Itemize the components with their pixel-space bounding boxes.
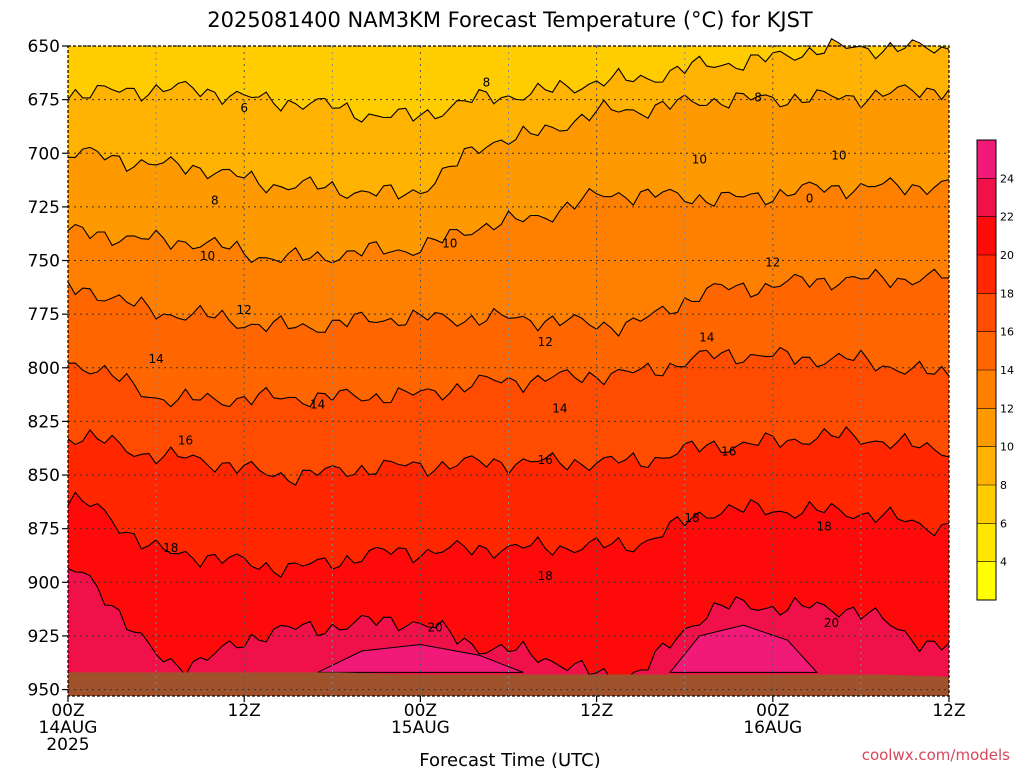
x-tick-label: 2025 [46, 735, 89, 755]
terrain-layer [68, 672, 949, 696]
y-tick-label: 850 [28, 466, 60, 486]
contour-label: 12 [237, 303, 252, 317]
plot-frame [67, 45, 950, 697]
colorbar-box [977, 446, 996, 485]
colorbar-box [977, 523, 996, 562]
y-tick-label: 800 [28, 359, 60, 379]
x-tick-label: 12Z [932, 701, 965, 721]
colorbar-label: 14 [1000, 364, 1014, 377]
credit-text: coolwx.com/models [862, 746, 1010, 764]
contour-label: 0 [806, 191, 814, 205]
contour-label: 6 [240, 101, 248, 115]
contour-label: 18 [684, 511, 699, 525]
y-tick-label: 950 [28, 681, 60, 701]
colorbar-box [977, 216, 996, 255]
contour-label: 10 [692, 153, 707, 167]
y-tick-label: 900 [28, 573, 60, 593]
y-tick-label: 775 [28, 305, 60, 325]
y-tick-label: 725 [28, 198, 60, 218]
isotherm-8 [67, 84, 950, 200]
x-tick-label: 00Z [404, 701, 437, 721]
colorbar-box [977, 408, 996, 447]
x-tick-label: 12Z [580, 701, 613, 721]
isotherm-10 [67, 177, 950, 264]
contour-label: 16 [178, 434, 193, 448]
contour-label: 16 [721, 444, 736, 458]
y-tick-label: 825 [28, 412, 60, 432]
colorbar-label: 20 [1000, 249, 1014, 262]
colorbar-box [977, 561, 996, 600]
x-tick-label: 16AUG [743, 718, 802, 738]
colorbar-label: 12 [1000, 402, 1014, 415]
contour-label: 14 [552, 402, 567, 416]
contour-label: 12 [538, 335, 553, 349]
y-tick-label: 925 [28, 627, 60, 647]
x-axis-label: Forecast Time (UTC) [419, 750, 600, 768]
y-tick-label: 875 [28, 520, 60, 540]
x-tick-label: 14AUG [39, 718, 98, 738]
terrain-fill [68, 672, 949, 696]
colorbar-box [977, 331, 996, 370]
contour-label: 14 [699, 331, 714, 345]
contour-label: 8 [483, 75, 491, 89]
contour-label: 18 [817, 520, 832, 534]
colorbar-label: 18 [1000, 287, 1014, 300]
colorbar-box [977, 178, 996, 217]
chart-grid [68, 45, 949, 696]
contour-label: 8 [211, 193, 219, 207]
contour-label: 8 [754, 90, 762, 104]
isotherm-12 [67, 268, 950, 337]
colorbar-box [977, 485, 996, 524]
colorbar-box [977, 293, 996, 332]
x-tick-label: 15AUG [391, 718, 450, 738]
colorbar-box [977, 140, 996, 179]
colorbar-label: 6 [1000, 517, 1007, 530]
contour-label: 18 [163, 541, 178, 555]
contour-label: 16 [538, 453, 553, 467]
chart-title: 2025081400 NAM3KM Forecast Temperature (… [207, 8, 813, 32]
colorbar-box [977, 370, 996, 409]
x-tick-label: 00Z [756, 701, 789, 721]
colorbar-box [977, 255, 996, 294]
y-tick-label: 650 [28, 37, 60, 57]
contour-label: 20 [427, 620, 442, 634]
contour-label: 18 [538, 569, 553, 583]
y-tick-label: 675 [28, 91, 60, 111]
contour-label: 14 [310, 397, 325, 411]
colorbar-legend: 4 6 8 10 12 14 16 18 20 22 24 [976, 139, 1014, 601]
contour-label: 20 [824, 616, 839, 630]
colorbar-label: 24 [1000, 172, 1014, 185]
y-axis: 650 675 700 725 750 775 800 825 850 875 900 925 950 [28, 37, 68, 701]
y-tick-label: 750 [28, 252, 60, 272]
x-tick-label: 12Z [228, 701, 261, 721]
contour-label: 10 [200, 249, 215, 263]
contour-label: 10 [831, 148, 846, 162]
colorbar-label: 8 [1000, 479, 1007, 492]
hot-pocket-2 [668, 624, 819, 673]
y-tick-label: 700 [28, 144, 60, 164]
contour-label: 10 [442, 236, 457, 250]
colorbar-label: 10 [1000, 441, 1014, 454]
colorbar-label: 4 [1000, 556, 1007, 569]
colorbar-label: 22 [1000, 211, 1014, 224]
isotherm-20 [67, 568, 950, 685]
x-tick-label: 00Z [51, 701, 84, 721]
colorbar-label: 16 [1000, 326, 1014, 339]
